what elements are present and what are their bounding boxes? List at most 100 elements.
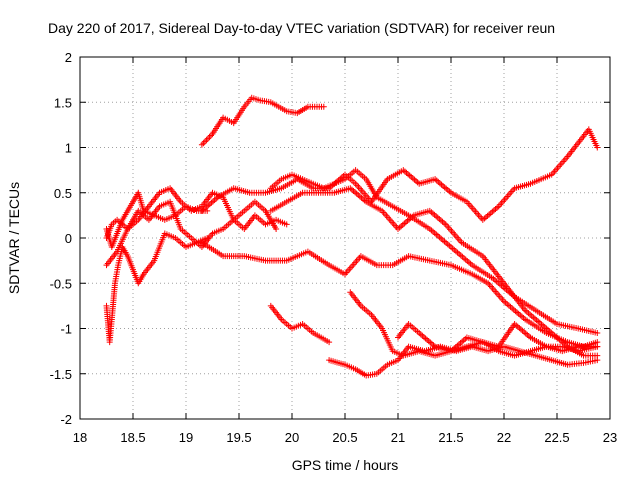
data-point xyxy=(524,331,531,338)
data-point xyxy=(427,339,434,346)
series-track-10 xyxy=(103,230,211,346)
data-point xyxy=(203,137,210,144)
data-point xyxy=(422,335,429,342)
x-tick-label: 23 xyxy=(603,430,617,445)
data-point xyxy=(350,187,357,194)
data-point xyxy=(283,221,290,228)
chart-title: Day 220 of 2017, Sidereal Day-to-day VTE… xyxy=(48,20,555,36)
data-point xyxy=(403,169,410,176)
data-point xyxy=(356,193,363,200)
y-tick-label: -2 xyxy=(60,412,72,427)
x-tick-label: 22.5 xyxy=(544,430,569,445)
data-point xyxy=(417,331,424,338)
data-point xyxy=(411,176,418,183)
data-point xyxy=(514,323,521,330)
data-point xyxy=(413,177,420,184)
data-point xyxy=(494,204,501,211)
data-point xyxy=(408,173,415,180)
data-point xyxy=(414,179,421,186)
data-point xyxy=(436,180,443,187)
y-tick-label: 2 xyxy=(65,50,72,65)
data-point xyxy=(435,178,442,185)
y-tick-label: -1 xyxy=(60,322,72,337)
x-tick-label: 18 xyxy=(73,430,87,445)
data-point xyxy=(521,329,528,336)
data-point xyxy=(353,190,360,197)
data-points xyxy=(103,94,601,379)
data-point xyxy=(419,332,426,339)
data-point xyxy=(211,196,218,203)
series-track-4 xyxy=(267,185,601,359)
data-point xyxy=(444,187,451,194)
series-track-1 xyxy=(198,94,327,148)
data-point xyxy=(489,208,496,215)
data-point xyxy=(594,357,601,364)
data-point xyxy=(440,182,447,189)
data-point xyxy=(206,201,213,208)
data-point xyxy=(348,186,355,193)
series-track-3 xyxy=(198,239,601,350)
data-point xyxy=(490,207,497,214)
data-point xyxy=(204,207,211,214)
data-point xyxy=(399,221,406,228)
data-point xyxy=(210,198,217,205)
data-point xyxy=(326,339,333,346)
y-tick-label: 0 xyxy=(65,231,72,246)
axis-ticks xyxy=(79,56,611,420)
data-point xyxy=(401,168,408,175)
x-tick-label: 21 xyxy=(391,430,405,445)
data-point xyxy=(487,210,494,217)
data-point xyxy=(486,211,493,218)
x-axis-label: GPS time / hours xyxy=(292,457,399,473)
x-tick-label: 20.5 xyxy=(332,430,357,445)
data-point xyxy=(437,217,444,224)
data-point xyxy=(405,171,412,178)
data-point xyxy=(429,210,436,217)
data-point xyxy=(594,144,601,151)
data-point xyxy=(462,335,469,342)
data-point xyxy=(434,214,441,221)
grid-lines xyxy=(80,57,610,419)
data-point xyxy=(425,338,432,345)
data-point xyxy=(424,336,431,343)
y-tick-label: 1.5 xyxy=(54,95,72,110)
data-point xyxy=(522,330,529,337)
series-track-13 xyxy=(103,198,280,269)
data-point xyxy=(594,330,601,337)
data-point xyxy=(204,135,211,142)
x-tick-labels: 18 18.5 19 19.5 20 20.5 21 21.5 22 22.5 23 xyxy=(73,430,617,445)
data-point xyxy=(201,138,208,145)
data-point xyxy=(459,338,466,345)
data-point xyxy=(207,132,214,139)
data-point xyxy=(428,209,435,216)
x-tick-label: 22 xyxy=(497,430,511,445)
data-point xyxy=(320,103,327,110)
y-tick-label: -1.5 xyxy=(50,367,72,382)
data-point xyxy=(460,337,467,344)
data-point xyxy=(198,141,205,148)
y-tick-label: 1 xyxy=(65,141,72,156)
data-point xyxy=(398,223,405,230)
data-point xyxy=(406,172,413,179)
data-point xyxy=(516,325,523,332)
x-tick-label: 19.5 xyxy=(226,430,251,445)
x-tick-label: 18.5 xyxy=(120,430,145,445)
data-point xyxy=(443,185,450,192)
data-point xyxy=(404,217,411,224)
y-axis-label: SDTVAR / TECUs xyxy=(6,182,22,294)
data-point xyxy=(433,177,440,184)
series-track-9 xyxy=(395,320,601,359)
data-point xyxy=(482,214,489,221)
data-point xyxy=(441,184,448,191)
y-tick-label: -0.5 xyxy=(50,276,72,291)
y-tick-labels: -2 -1.5 -1 -0.5 0 0.5 1 1.5 2 xyxy=(50,50,72,427)
x-tick-label: 21.5 xyxy=(438,430,463,445)
data-point xyxy=(433,213,440,220)
data-point xyxy=(200,140,207,147)
data-point xyxy=(436,215,443,222)
data-point xyxy=(206,134,213,141)
data-point xyxy=(594,343,601,350)
x-tick-label: 20 xyxy=(285,430,299,445)
series-track-5 xyxy=(267,167,601,337)
